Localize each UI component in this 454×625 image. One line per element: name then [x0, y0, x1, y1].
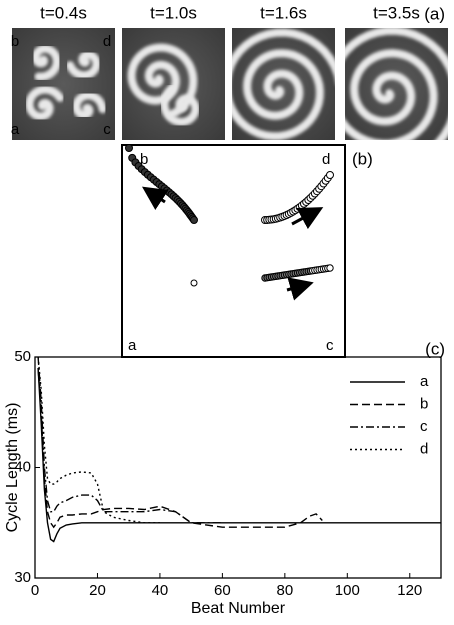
arrow: [287, 284, 308, 290]
y-axis-label: Cycle Length (ms): [4, 403, 21, 533]
spiral-image: [12, 28, 115, 140]
time-label: t=1.6s: [260, 3, 307, 22]
corner-label: c: [326, 337, 334, 354]
time-label: t=3.5s: [373, 3, 420, 22]
corner-label: c: [103, 121, 111, 138]
x-tick-label: 60: [214, 582, 231, 599]
figure: t=0.4s t=1.0s t=1.6s t=3.5s b d a c (a) b d a c…: [0, 0, 454, 625]
legend-label: d: [420, 440, 428, 457]
spiral-image: [122, 28, 225, 140]
image-bg: [12, 28, 115, 140]
tip-d: [327, 172, 334, 179]
series-line: [38, 357, 222, 523]
spiral-image: [226, 28, 340, 140]
tip-b: [126, 145, 133, 152]
arrow: [147, 190, 165, 202]
x-tick-label: 20: [89, 582, 106, 599]
plot-frame: [35, 357, 441, 578]
legend-label: a: [420, 373, 429, 390]
tip-b: [191, 217, 198, 224]
x-axis-label: Beat Number: [191, 600, 286, 617]
core: [191, 280, 197, 286]
series-line: [38, 357, 160, 523]
panel-label: (c): [425, 339, 445, 358]
corner-label: d: [103, 33, 111, 50]
y-tick-label: 30: [14, 569, 31, 586]
page: t=0.4s t=1.0s t=1.6s t=3.5s b d a c (a) b d a c…: [0, 0, 454, 625]
x-tick-label: 120: [397, 582, 422, 599]
spiral-image: [329, 28, 454, 166]
trajectories: [126, 145, 334, 282]
corner-label: b: [11, 33, 19, 50]
x-tick-label: 100: [335, 582, 360, 599]
time-label: t=1.0s: [150, 3, 197, 22]
time-label: t=0.4s: [40, 3, 87, 22]
panel-a: t=0.4s t=1.0s t=1.6s t=3.5s b d a c: [11, 3, 454, 166]
legend-label: c: [420, 418, 428, 435]
x-tick-label: 80: [277, 582, 294, 599]
panel-label: (b): [352, 149, 373, 168]
corner-label: a: [11, 121, 20, 138]
panel-label: (a): [424, 4, 445, 23]
legend-label: b: [420, 395, 428, 412]
panel-b: b d a c (b): [122, 145, 373, 358]
x-tick-label: 0: [31, 582, 39, 599]
corner-label: a: [128, 337, 137, 354]
series-line: [38, 368, 322, 527]
y-tick-label: 50: [14, 348, 31, 365]
corner-label: d: [322, 151, 330, 168]
tip-c: [327, 265, 333, 271]
corner-label: b: [140, 151, 148, 168]
series-line: [38, 368, 441, 541]
x-tick-label: 40: [152, 582, 169, 599]
